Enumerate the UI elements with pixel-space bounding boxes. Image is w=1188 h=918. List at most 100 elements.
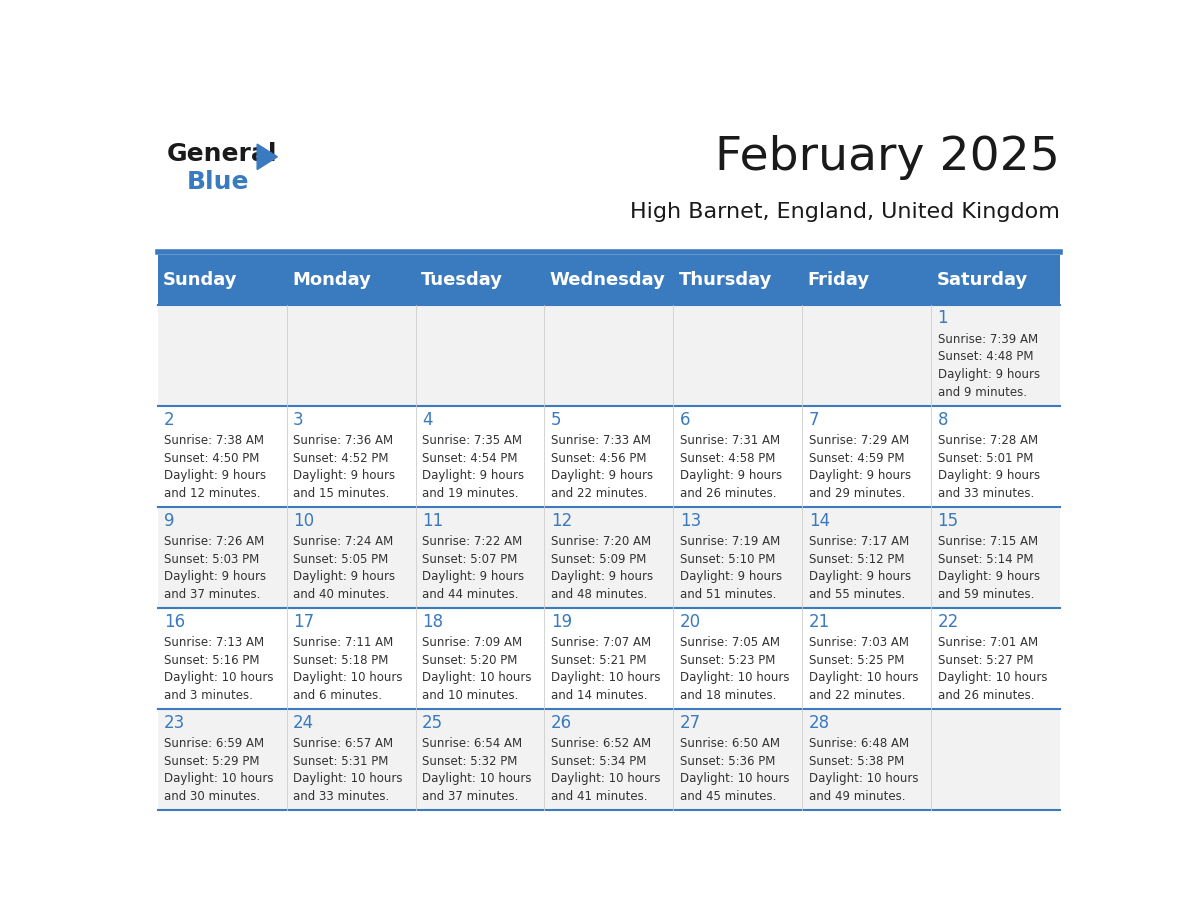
Text: 19: 19 [551, 612, 571, 631]
Text: and 59 minutes.: and 59 minutes. [937, 588, 1034, 601]
Text: Sunset: 5:20 PM: Sunset: 5:20 PM [422, 654, 517, 666]
Text: Daylight: 9 hours: Daylight: 9 hours [937, 469, 1040, 482]
Text: Daylight: 9 hours: Daylight: 9 hours [551, 570, 653, 583]
Text: Sunrise: 7:20 AM: Sunrise: 7:20 AM [551, 535, 651, 548]
Text: Sunrise: 7:33 AM: Sunrise: 7:33 AM [551, 434, 651, 447]
Text: Daylight: 9 hours: Daylight: 9 hours [293, 570, 396, 583]
Text: and 14 minutes.: and 14 minutes. [551, 689, 647, 702]
Text: Daylight: 10 hours: Daylight: 10 hours [422, 772, 531, 786]
Text: and 26 minutes.: and 26 minutes. [680, 487, 776, 500]
Text: and 40 minutes.: and 40 minutes. [293, 588, 390, 601]
Text: 18: 18 [422, 612, 443, 631]
Text: 8: 8 [937, 410, 948, 429]
Text: February 2025: February 2025 [715, 135, 1060, 180]
Text: Daylight: 10 hours: Daylight: 10 hours [293, 772, 403, 786]
Text: 26: 26 [551, 714, 571, 732]
Text: Daylight: 9 hours: Daylight: 9 hours [422, 570, 524, 583]
Bar [158, 305, 1060, 406]
Text: High Barnet, England, United Kingdom: High Barnet, England, United Kingdom [630, 202, 1060, 222]
Text: Sunset: 5:09 PM: Sunset: 5:09 PM [551, 553, 646, 565]
Text: Sunrise: 7:17 AM: Sunrise: 7:17 AM [809, 535, 909, 548]
Text: and 49 minutes.: and 49 minutes. [809, 790, 905, 803]
Text: and 12 minutes.: and 12 minutes. [164, 487, 260, 500]
Text: 10: 10 [293, 511, 314, 530]
Text: Daylight: 9 hours: Daylight: 9 hours [293, 469, 396, 482]
Text: Daylight: 10 hours: Daylight: 10 hours [809, 772, 918, 786]
Text: Sunset: 5:03 PM: Sunset: 5:03 PM [164, 553, 259, 565]
Text: Sunset: 4:58 PM: Sunset: 4:58 PM [680, 452, 775, 465]
Text: and 55 minutes.: and 55 minutes. [809, 588, 905, 601]
Text: Tuesday: Tuesday [421, 271, 503, 289]
Text: Monday: Monday [292, 271, 371, 289]
Text: 6: 6 [680, 410, 690, 429]
Text: Sunset: 5:05 PM: Sunset: 5:05 PM [293, 553, 388, 565]
Text: 2: 2 [164, 410, 175, 429]
Text: and 10 minutes.: and 10 minutes. [422, 689, 518, 702]
Text: Daylight: 9 hours: Daylight: 9 hours [164, 469, 266, 482]
Text: 15: 15 [937, 511, 959, 530]
Text: and 30 minutes.: and 30 minutes. [164, 790, 260, 803]
Text: Sunrise: 7:31 AM: Sunrise: 7:31 AM [680, 434, 779, 447]
Text: Friday: Friday [808, 271, 870, 289]
Text: Sunrise: 7:39 AM: Sunrise: 7:39 AM [937, 333, 1037, 346]
Text: Sunrise: 7:38 AM: Sunrise: 7:38 AM [164, 434, 264, 447]
Text: Daylight: 10 hours: Daylight: 10 hours [164, 772, 273, 786]
Text: Thursday: Thursday [678, 271, 772, 289]
Text: 25: 25 [422, 714, 443, 732]
Text: Sunset: 5:32 PM: Sunset: 5:32 PM [422, 755, 517, 767]
Text: Sunrise: 7:07 AM: Sunrise: 7:07 AM [551, 636, 651, 649]
Text: Sunset: 4:59 PM: Sunset: 4:59 PM [809, 452, 904, 465]
Text: and 48 minutes.: and 48 minutes. [551, 588, 647, 601]
Text: Daylight: 10 hours: Daylight: 10 hours [551, 772, 661, 786]
Text: General: General [166, 142, 278, 166]
Text: Sunset: 5:21 PM: Sunset: 5:21 PM [551, 654, 646, 666]
Text: Sunrise: 7:22 AM: Sunrise: 7:22 AM [422, 535, 523, 548]
Text: 14: 14 [809, 511, 829, 530]
Text: and 37 minutes.: and 37 minutes. [164, 588, 260, 601]
Text: Daylight: 9 hours: Daylight: 9 hours [680, 570, 782, 583]
Text: and 33 minutes.: and 33 minutes. [937, 487, 1034, 500]
Text: Daylight: 9 hours: Daylight: 9 hours [937, 570, 1040, 583]
Text: Saturday: Saturday [936, 271, 1028, 289]
Text: Sunset: 5:38 PM: Sunset: 5:38 PM [809, 755, 904, 767]
Text: Sunrise: 7:03 AM: Sunrise: 7:03 AM [809, 636, 909, 649]
Text: Sunrise: 7:15 AM: Sunrise: 7:15 AM [937, 535, 1037, 548]
Bar [158, 709, 1060, 810]
Text: Daylight: 10 hours: Daylight: 10 hours [551, 671, 661, 685]
Text: 5: 5 [551, 410, 562, 429]
Text: Daylight: 10 hours: Daylight: 10 hours [680, 772, 789, 786]
Text: Sunset: 5:27 PM: Sunset: 5:27 PM [937, 654, 1034, 666]
Bar [158, 255, 1060, 305]
Text: 16: 16 [164, 612, 185, 631]
Text: Sunrise: 7:11 AM: Sunrise: 7:11 AM [293, 636, 393, 649]
Text: and 29 minutes.: and 29 minutes. [809, 487, 905, 500]
Text: and 18 minutes.: and 18 minutes. [680, 689, 776, 702]
Text: and 37 minutes.: and 37 minutes. [422, 790, 518, 803]
Text: 27: 27 [680, 714, 701, 732]
Text: Sunset: 5:36 PM: Sunset: 5:36 PM [680, 755, 775, 767]
Text: Sunset: 4:50 PM: Sunset: 4:50 PM [164, 452, 259, 465]
Bar [158, 507, 1060, 608]
Text: 4: 4 [422, 410, 432, 429]
Text: Sunrise: 7:36 AM: Sunrise: 7:36 AM [293, 434, 393, 447]
Text: and 51 minutes.: and 51 minutes. [680, 588, 776, 601]
Polygon shape [257, 144, 278, 170]
Text: Sunrise: 6:48 AM: Sunrise: 6:48 AM [809, 737, 909, 750]
Text: Sunrise: 7:19 AM: Sunrise: 7:19 AM [680, 535, 781, 548]
Text: Sunset: 5:12 PM: Sunset: 5:12 PM [809, 553, 904, 565]
Text: Sunrise: 7:29 AM: Sunrise: 7:29 AM [809, 434, 909, 447]
Text: Daylight: 10 hours: Daylight: 10 hours [809, 671, 918, 685]
Text: Sunrise: 7:05 AM: Sunrise: 7:05 AM [680, 636, 779, 649]
Text: 1: 1 [937, 309, 948, 328]
Text: Daylight: 9 hours: Daylight: 9 hours [937, 368, 1040, 381]
Text: Sunrise: 7:13 AM: Sunrise: 7:13 AM [164, 636, 264, 649]
Text: Sunrise: 7:01 AM: Sunrise: 7:01 AM [937, 636, 1037, 649]
Text: Sunrise: 7:24 AM: Sunrise: 7:24 AM [293, 535, 393, 548]
Text: 12: 12 [551, 511, 573, 530]
Text: Daylight: 10 hours: Daylight: 10 hours [422, 671, 531, 685]
Text: and 44 minutes.: and 44 minutes. [422, 588, 518, 601]
Text: Sunrise: 7:09 AM: Sunrise: 7:09 AM [422, 636, 522, 649]
Text: Blue: Blue [188, 170, 249, 195]
Text: Daylight: 9 hours: Daylight: 9 hours [551, 469, 653, 482]
Text: and 33 minutes.: and 33 minutes. [293, 790, 390, 803]
